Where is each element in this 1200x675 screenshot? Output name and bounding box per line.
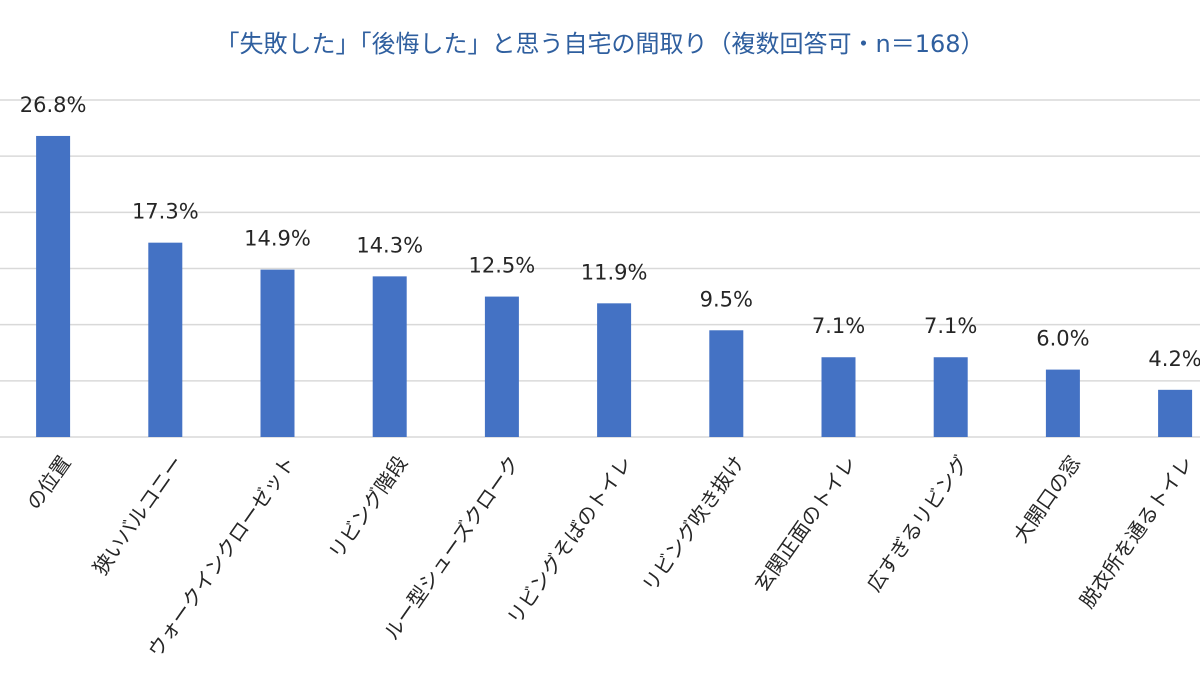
chart-title: 「失敗した」「後悔した」と思う自宅の間取り（複数回答可・n＝168）	[215, 30, 984, 58]
bar	[372, 276, 407, 437]
x-tick-label: リビング吹き抜け	[637, 451, 748, 596]
bar	[260, 269, 295, 437]
bar	[597, 303, 632, 437]
x-tick-label: リビング階段	[324, 451, 412, 563]
x-tick-label: 脱衣所を通るトイレ	[1075, 451, 1198, 612]
value-label: 4.2%	[1148, 347, 1200, 371]
bar	[1045, 369, 1080, 437]
value-label: 26.8%	[20, 93, 87, 117]
x-tick-label: の位置	[22, 451, 76, 514]
value-label: 7.1%	[924, 314, 977, 338]
x-tick-label: リビングそばのトイレ	[502, 451, 636, 629]
x-tick-label: 狭いバルコニー	[88, 451, 188, 579]
value-label: 14.3%	[356, 233, 423, 257]
value-label: 12.5%	[469, 254, 536, 278]
value-label: 14.9%	[244, 227, 311, 251]
x-tick-label: 広すぎるリビング	[862, 451, 973, 596]
value-label: 9.5%	[700, 287, 753, 311]
value-label: 7.1%	[812, 314, 865, 338]
bar	[933, 357, 968, 437]
bar	[1158, 389, 1193, 437]
value-label: 17.3%	[132, 200, 199, 224]
value-label: 6.0%	[1036, 327, 1089, 351]
bar	[484, 296, 519, 437]
bar	[709, 330, 744, 437]
bar	[36, 135, 71, 438]
x-tick-label: 玄関正面のトイレ	[750, 451, 861, 596]
bar	[821, 357, 856, 437]
x-tick-label: 大開口の窓	[1008, 451, 1085, 547]
value-label: 11.9%	[581, 260, 648, 284]
bar	[148, 242, 183, 437]
